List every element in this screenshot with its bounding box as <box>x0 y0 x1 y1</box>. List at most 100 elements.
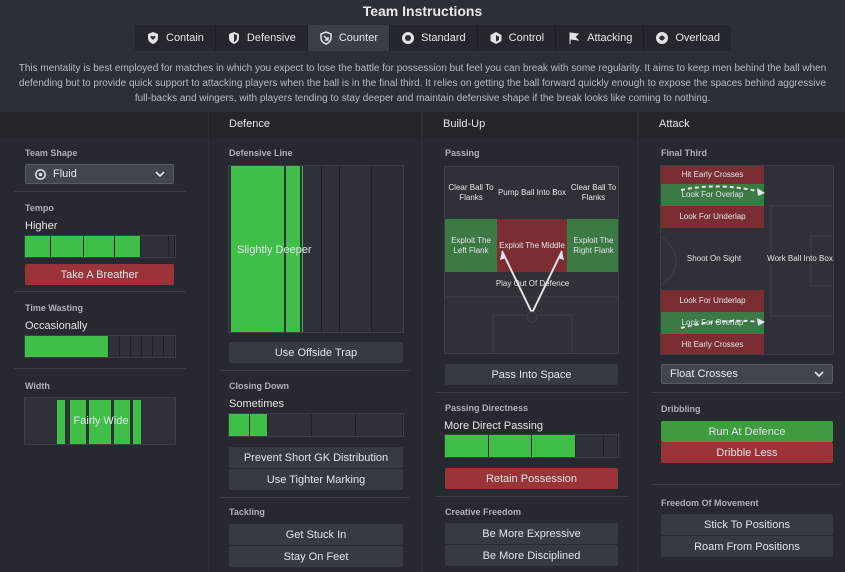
swirl-icon <box>656 32 669 44</box>
look-for-underlap-bottom-cell[interactable]: Look For Underlap <box>661 290 764 312</box>
mentality-description: This mentality is best employed for matc… <box>18 63 827 104</box>
crosses-dropdown-value: Float Crosses <box>670 368 738 380</box>
mentality-tabs: Contain Defensive Counter Standard Contr… <box>135 25 731 51</box>
take-a-breather-button[interactable]: Take A Breather <box>25 264 174 285</box>
time-wasting-slider[interactable] <box>24 335 176 358</box>
tab-label: Counter <box>338 32 378 44</box>
pitch-markings <box>661 205 833 317</box>
width-value: Fairly Wide <box>73 415 129 427</box>
tab-label: Contain <box>166 32 204 44</box>
be-more-disciplined-button[interactable]: Be More Disciplined <box>445 545 618 566</box>
closing-down-label: Closing Down <box>229 381 289 391</box>
final-third-label: Final Third <box>661 148 707 158</box>
hit-early-crosses-top-cell[interactable]: Hit Early Crosses <box>661 166 764 184</box>
width-slider[interactable]: Fairly Wide <box>24 397 176 445</box>
exploit-right-flank-cell[interactable]: Exploit The Right Flank <box>567 219 618 272</box>
tab-label: Control <box>508 32 545 44</box>
divider <box>220 370 410 371</box>
tab-label: Overload <box>675 32 720 44</box>
stay-on-feet-button[interactable]: Stay On Feet <box>229 546 403 567</box>
passing-label: Passing <box>445 148 480 158</box>
general-header <box>0 112 208 138</box>
team-shape-label: Team Shape <box>25 148 78 158</box>
shield-heart-icon <box>148 32 158 44</box>
exploit-left-flank-cell[interactable]: Exploit The Left Flank <box>445 219 497 272</box>
tackling-label: Tackling <box>229 507 265 517</box>
closing-down-value: Sometimes <box>229 398 285 410</box>
divider <box>220 497 410 498</box>
team-shape-value: Fluid <box>53 168 77 180</box>
passing-pitch: Clear Ball To Flanks Pump Ball Into Box … <box>444 166 619 354</box>
passing-directness-label: Passing Directness <box>445 403 529 413</box>
roam-from-positions-button[interactable]: Roam From Positions <box>661 536 833 557</box>
overlap-arrows <box>680 185 765 329</box>
tempo-label: Tempo <box>25 203 54 213</box>
work-ball-into-box-cell[interactable]: Work Ball Into Box <box>767 254 833 263</box>
get-stuck-in-button[interactable]: Get Stuck In <box>229 524 403 545</box>
chevron-down-icon <box>814 370 824 377</box>
pump-ball-cell[interactable]: Pump Ball Into Box <box>497 188 567 197</box>
tab-defensive[interactable]: Defensive <box>216 25 308 51</box>
look-for-overlap-top-cell[interactable]: Look For Overlap <box>661 184 764 206</box>
passing-directness-slider[interactable] <box>444 434 619 458</box>
clear-right-flank-cell[interactable]: Clear Ball To Flanks <box>570 183 617 202</box>
creative-freedom-label: Creative Freedom <box>445 507 522 517</box>
defensive-line-label: Defensive Line <box>229 148 293 158</box>
tighter-marking-button[interactable]: Use Tighter Marking <box>229 469 403 490</box>
passing-directness-value: More Direct Passing <box>444 420 544 432</box>
clear-left-flank-cell[interactable]: Clear Ball To Flanks <box>448 183 494 202</box>
divider <box>436 392 628 393</box>
tab-contain[interactable]: Contain <box>135 25 216 51</box>
hit-early-crosses-bottom-cell[interactable]: Hit Early Crosses <box>661 334 764 354</box>
dribble-less-button[interactable]: Dribble Less <box>661 442 833 463</box>
tab-attacking[interactable]: Attacking <box>556 25 645 51</box>
counter-arrow-icon <box>320 31 332 45</box>
time-wasting-label: Time Wasting <box>25 303 84 313</box>
offside-trap-button[interactable]: Use Offside Trap <box>229 342 403 363</box>
divider <box>436 496 628 497</box>
tempo-value: Higher <box>25 220 58 232</box>
tab-standard[interactable]: Standard <box>390 25 478 51</box>
pass-into-space-button[interactable]: Pass Into Space <box>445 364 618 385</box>
tab-label: Standard <box>420 32 466 44</box>
play-out-of-defence-cell[interactable]: Play Out Of Defence <box>495 279 570 288</box>
tab-label: Defensive <box>246 32 296 44</box>
freedom-of-movement-label: Freedom Of Movement <box>661 498 759 508</box>
shoot-on-sight-cell[interactable]: Shoot On Sight <box>686 254 742 263</box>
fluid-shape-icon <box>35 168 46 180</box>
crosses-dropdown[interactable]: Float Crosses <box>661 364 833 384</box>
divider <box>14 291 186 292</box>
attack-header: Attack <box>639 112 845 138</box>
divider <box>652 392 842 393</box>
width-label: Width <box>25 381 50 391</box>
prevent-gk-distribution-button[interactable]: Prevent Short GK Distribution <box>229 447 403 468</box>
tab-control[interactable]: Control <box>478 25 557 51</box>
defensive-line-slider[interactable]: Slightly Deeper <box>228 165 404 333</box>
dribbling-label: Dribbling <box>661 404 701 414</box>
shield-icon <box>228 32 239 44</box>
hexagon-icon <box>490 32 502 44</box>
tab-counter[interactable]: Counter <box>307 25 390 51</box>
retain-possession-button[interactable]: Retain Possession <box>445 468 618 489</box>
tab-label: Attacking <box>587 32 633 44</box>
stick-to-positions-button[interactable]: Stick To Positions <box>661 514 833 535</box>
tab-overload[interactable]: Overload <box>644 25 731 51</box>
team-shape-dropdown[interactable]: Fluid <box>25 164 174 184</box>
defensive-line-value: Slightly Deeper <box>237 244 312 256</box>
tempo-slider[interactable] <box>24 235 176 258</box>
flag-icon <box>569 32 580 44</box>
be-more-expressive-button[interactable]: Be More Expressive <box>445 523 618 544</box>
divider <box>652 484 842 485</box>
run-at-defence-button[interactable]: Run At Defence <box>661 421 833 442</box>
circle-target-icon <box>401 32 414 44</box>
divider <box>14 191 186 192</box>
time-wasting-value: Occasionally <box>25 320 88 332</box>
closing-down-slider[interactable] <box>228 413 404 437</box>
chevron-down-icon <box>155 170 165 177</box>
divider <box>14 368 186 369</box>
passing-arrows <box>445 250 618 353</box>
defence-header: Defence <box>209 112 421 138</box>
page-title: Team Instructions <box>362 3 483 19</box>
final-third-pitch: Hit Early Crosses Look For Overlap Look … <box>660 165 834 355</box>
look-for-underlap-top-cell[interactable]: Look For Underlap <box>661 206 764 228</box>
